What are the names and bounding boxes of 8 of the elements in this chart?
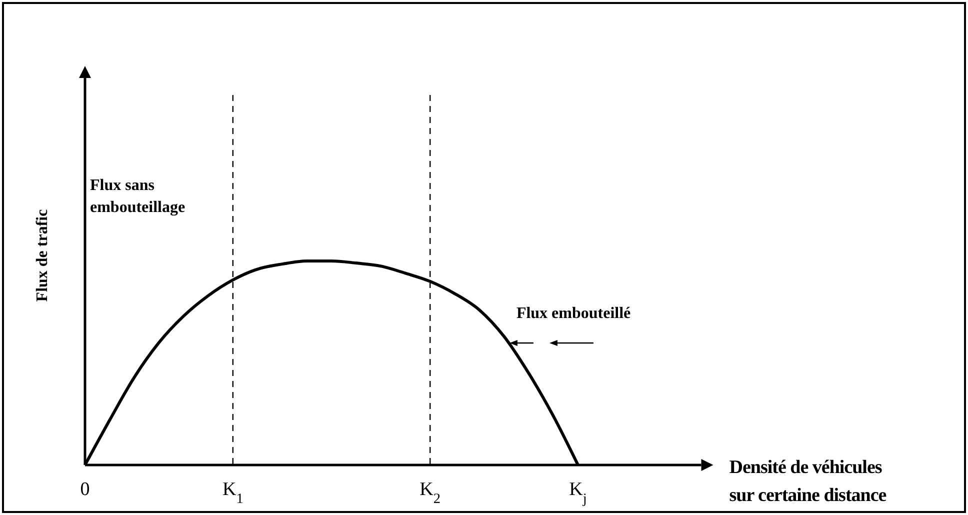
x-tick-label: K$_{j}$	[569, 479, 587, 507]
x-tick-label: K$_{1}$	[222, 479, 244, 507]
text: Flux sans embouteillage	[90, 177, 186, 216]
y-axis-title: Flux de trafic	[34, 209, 51, 302]
annotation: Flux embouteillé	[516, 305, 631, 322]
x-tick-label: 0	[80, 479, 90, 500]
x-tick-label: K$_{2}$	[420, 479, 441, 507]
x-axis-title: Densité de véhicules sur certaine distance	[729, 457, 886, 506]
